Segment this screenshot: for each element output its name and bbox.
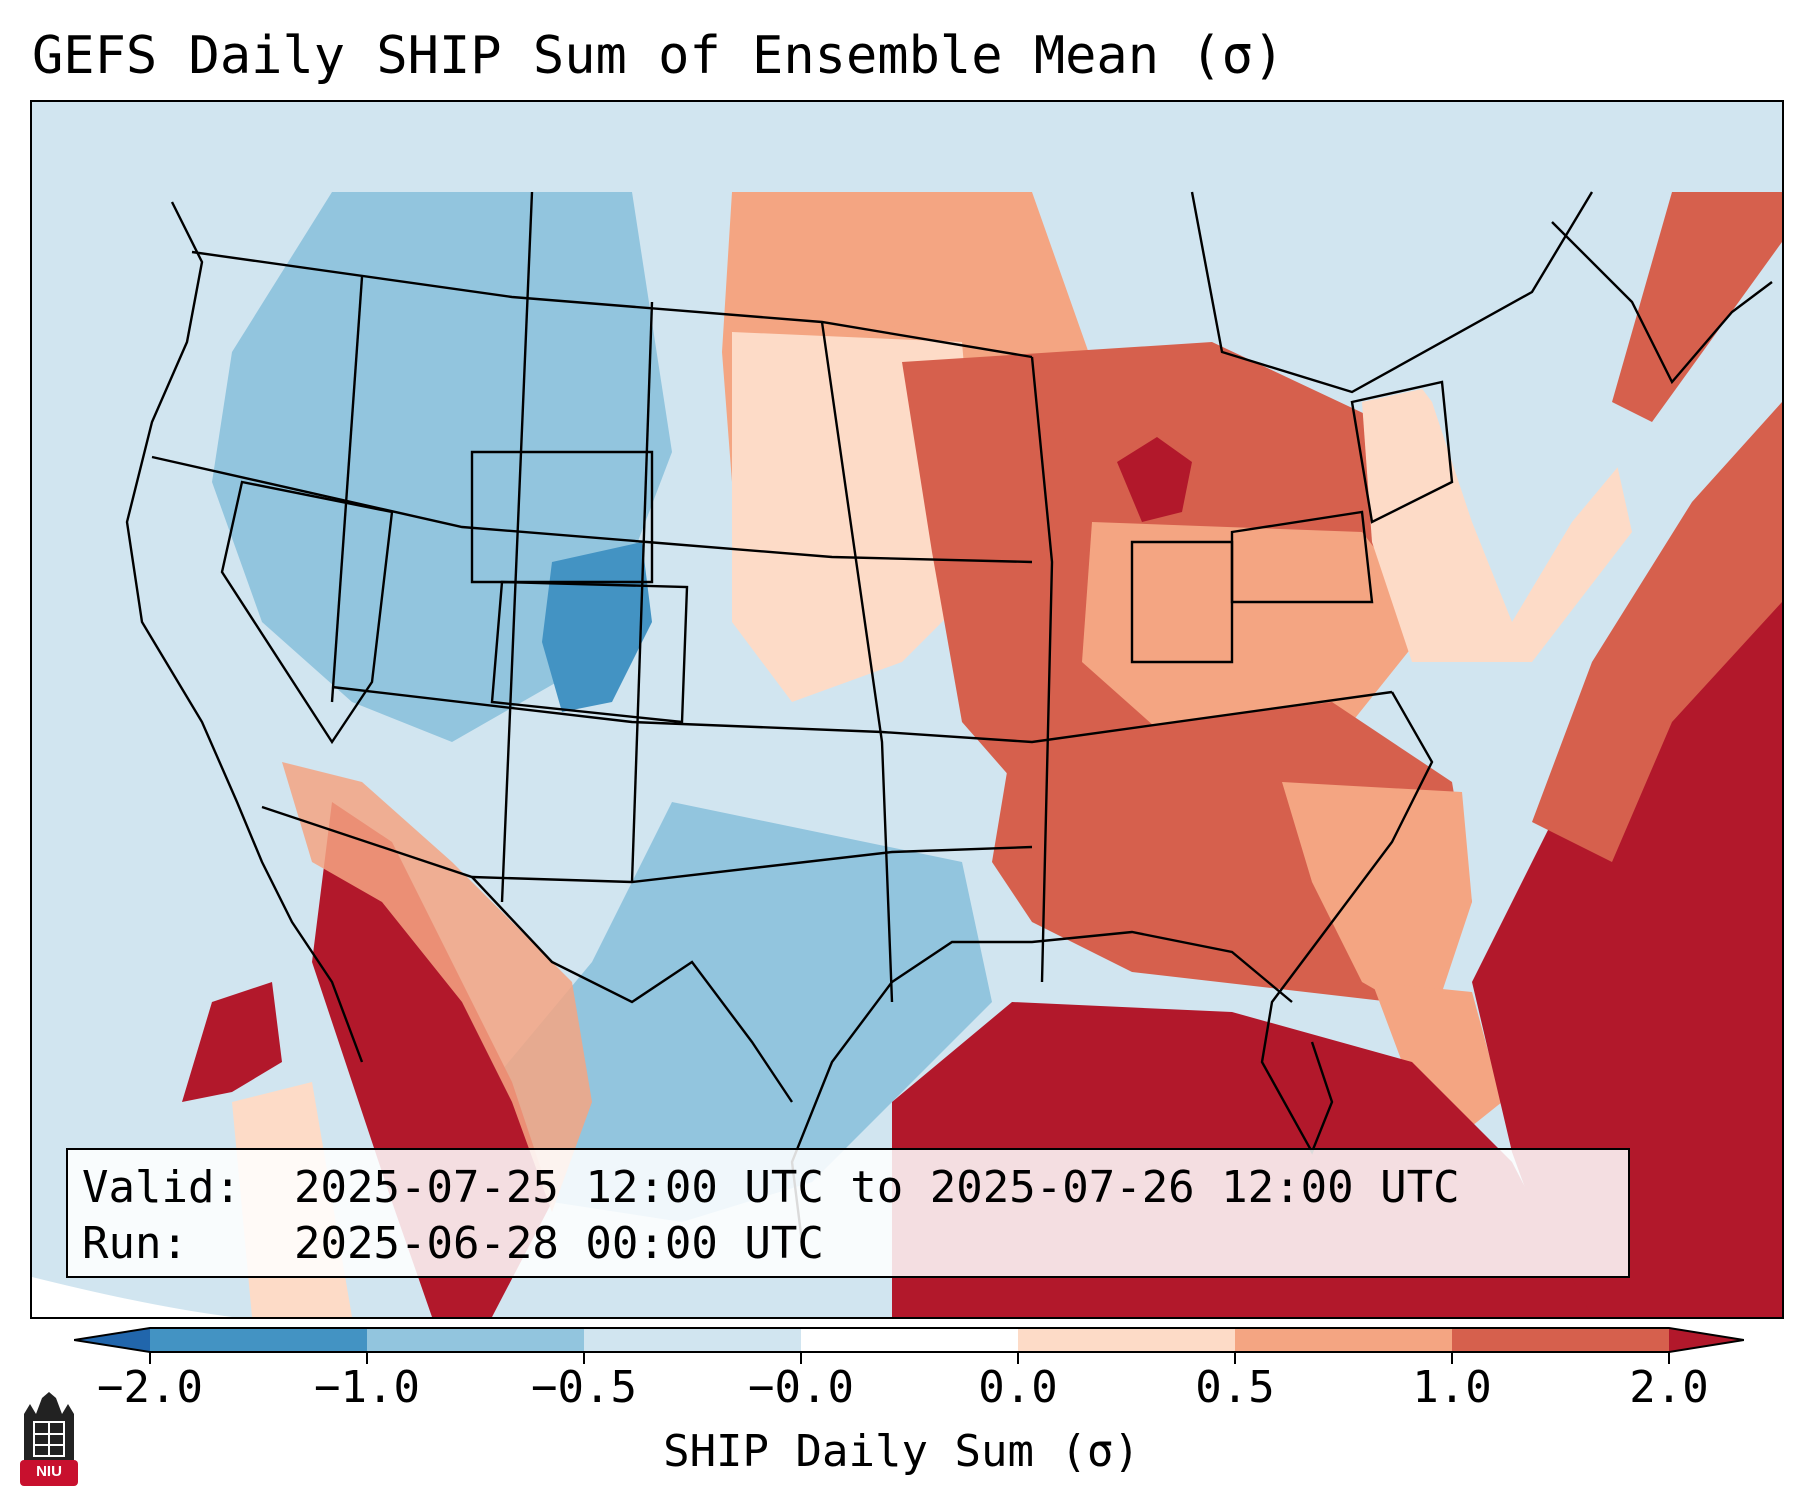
figure-title: GEFS Daily SHIP Sum of Ensemble Mean (σ): [32, 26, 1285, 86]
colorbar-tick-label: −2.0: [97, 1362, 203, 1413]
run-label: Run:: [82, 1218, 188, 1269]
region-mexico-interior: [282, 762, 592, 1212]
niu-logo: [20, 1392, 78, 1486]
colorbar-segment: [367, 1328, 584, 1352]
canada-border: [191, 250, 1033, 359]
ohio: [1130, 540, 1234, 664]
colorbar-extend-low: [74, 1328, 150, 1352]
colorbar-segment: [801, 1328, 1018, 1352]
colorbar-tick-label: 2.0: [1629, 1362, 1709, 1413]
colorbar-label: SHIP Daily Sum (σ): [663, 1426, 1140, 1477]
region-ohio-valley: [1082, 522, 1432, 742]
gulf-coast: [891, 930, 1293, 1003]
region-florida: [1372, 982, 1502, 1142]
logo-text: NIU: [36, 1463, 62, 1480]
map-canvas: [32, 102, 1782, 1317]
info-box: Valid: 2025-07-25 12:00 UTC to 2025-07-2…: [66, 1148, 1630, 1278]
map-panel: [30, 100, 1784, 1319]
colorbar-segment: [1452, 1328, 1669, 1352]
state-line-2: [331, 685, 1393, 744]
colorbar-tick-label: −0.5: [531, 1362, 637, 1413]
colorbar-tick-label: 1.0: [1412, 1362, 1492, 1413]
region-atlantic-edge: [1532, 402, 1782, 862]
lake-huron: [1117, 437, 1192, 522]
colorbar-tick-label: 0.5: [1195, 1362, 1275, 1413]
boundaries: [125, 191, 1773, 1243]
new-england-state: [1350, 380, 1454, 524]
state-line-1: [151, 455, 1033, 564]
region-texas: [492, 802, 992, 1222]
colorbar-tick-label: 0.0: [978, 1362, 1058, 1413]
valid-value: 2025-07-25 12:00 UTC to 2025-07-26 12:00…: [294, 1162, 1460, 1213]
colorbar-segment: [150, 1328, 367, 1352]
colorbar-extend-high: [1669, 1328, 1744, 1352]
region-carolinas: [1282, 782, 1472, 1022]
run-line: Run: 2025-06-28 00:00 UTC: [82, 1216, 1614, 1272]
colorbar-segment: [584, 1328, 801, 1352]
state-line-6: [630, 301, 654, 883]
lake-michigan: [1032, 422, 1077, 532]
logo-badge: [20, 1460, 78, 1486]
colorbar-segment: [1018, 1328, 1235, 1352]
run-value: 2025-06-28 00:00 UTC: [294, 1218, 824, 1269]
region-dakota-orange: [802, 192, 952, 332]
colorbar-segment: [1235, 1328, 1452, 1352]
wyoming: [470, 450, 654, 584]
valid-label: Valid:: [82, 1162, 241, 1213]
colorbar: [74, 1327, 1744, 1364]
region-baja-offshore: [182, 982, 282, 1102]
nevada: [220, 480, 394, 745]
maine-coast: [1551, 221, 1773, 385]
state-line-4: [330, 276, 364, 703]
valid-line: Valid: 2025-07-25 12:00 UTC to 2025-07-2…: [82, 1160, 1614, 1216]
colorbar-tick-label: −1.0: [314, 1362, 420, 1413]
state-line-7: [820, 321, 894, 1003]
east-coast: [1260, 691, 1434, 1155]
pacific-coast: [125, 201, 364, 1063]
projection-edge: [32, 1277, 232, 1317]
rio-grande: [471, 876, 793, 1103]
northeast-border: [1190, 191, 1594, 394]
state-line-8: [1030, 356, 1054, 983]
colorado: [490, 580, 689, 724]
state-line-5: [500, 191, 534, 903]
colorbar-tick-label: −0.0: [748, 1362, 854, 1413]
region-gulf-st-lawrence: [1612, 192, 1782, 422]
